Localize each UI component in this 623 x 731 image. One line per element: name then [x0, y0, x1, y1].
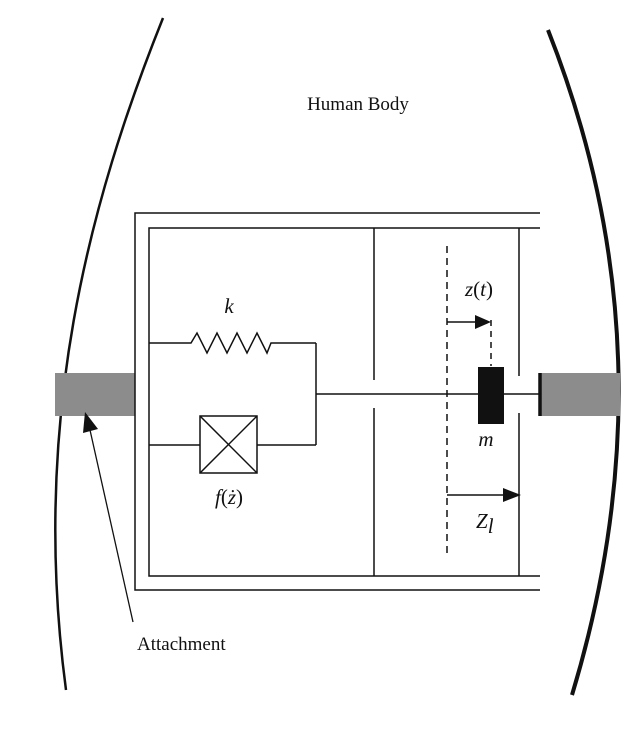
body-outline-right: [546, 29, 621, 696]
diagram-title: Human Body: [307, 94, 409, 115]
attachment-label: Attachment: [137, 634, 226, 655]
damper-force-label: f(ż): [215, 485, 243, 509]
displacement-label: z(t): [464, 277, 493, 301]
end-stop: [504, 373, 542, 416]
spring-constant-label: k: [224, 294, 234, 318]
displacement-arrow: [447, 315, 491, 329]
mass-block: [478, 367, 504, 424]
attachment-pointer-arrow: [83, 412, 134, 623]
connecting-rod: [315, 343, 478, 445]
housing: [134, 212, 540, 591]
limit-arrow: [447, 488, 521, 502]
spring: [149, 331, 316, 355]
body-outline-left: [54, 17, 165, 691]
attachment-strap-left: [55, 373, 135, 416]
limit-label: Zl: [476, 509, 494, 538]
attachment-strap-right: [540, 373, 620, 416]
mass-label: m: [478, 427, 493, 451]
damper: [149, 415, 316, 474]
